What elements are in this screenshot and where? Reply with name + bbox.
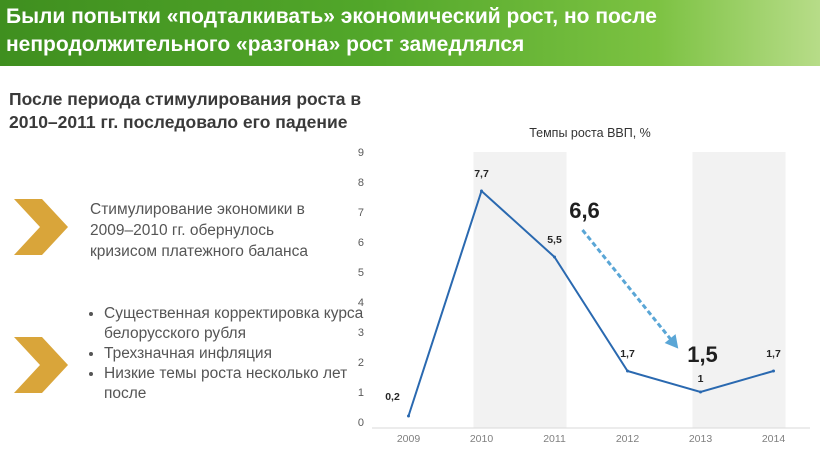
- data-label: 5,5: [547, 234, 562, 246]
- y-tick-label: 9: [358, 147, 364, 159]
- chart-canvas: Темпы роста ВВП, % 0 1 2 3 4 5 6 7 8 9 2009 2010 2011…: [358, 126, 810, 445]
- annotation-start-label: 6,6: [569, 198, 600, 223]
- annotation-end-label: 1,5: [687, 342, 718, 367]
- stimulus-note: Стимулирование экономики в 2009–2010 гг.…: [90, 201, 308, 260]
- x-tick-label: 2014: [762, 433, 786, 445]
- data-label: 1,7: [766, 348, 781, 360]
- data-point: [407, 414, 410, 418]
- y-tick-label: 1: [358, 387, 364, 399]
- annotation-arrow: [581, 229, 676, 345]
- x-tick-label: 2012: [616, 433, 640, 445]
- data-point: [553, 255, 556, 259]
- page-title: Были попытки «подталкивать» экономически…: [6, 5, 657, 56]
- y-tick-label: 0: [358, 417, 364, 429]
- x-tick-label: 2013: [689, 433, 713, 445]
- chart-title: Темпы роста ВВП, %: [529, 126, 651, 140]
- data-point: [772, 369, 775, 373]
- data-label: 7,7: [474, 168, 489, 180]
- arrow-head-icon: [664, 334, 679, 349]
- data-point: [480, 189, 483, 193]
- y-tick-label: 5: [358, 267, 364, 279]
- list-item: Существенная корректировка курса белорус…: [104, 304, 364, 344]
- y-tick-label: 6: [358, 237, 364, 249]
- y-tick-label: 2: [358, 357, 364, 369]
- data-label: 1: [698, 373, 704, 385]
- chevron-right-icon: [14, 337, 68, 393]
- chevron-right-icon: [14, 199, 68, 255]
- shaded-period: [473, 152, 567, 428]
- series-line: [407, 189, 774, 417]
- shaded-period: [692, 152, 786, 428]
- list-item: Трехзначная инфляция: [104, 344, 364, 364]
- y-tick-label: 8: [358, 177, 364, 189]
- data-label: 0,2: [385, 391, 400, 403]
- title-banner: Были попытки «подталкивать» экономически…: [0, 0, 820, 66]
- section-subtitle: После периода стимулирования роста в 201…: [9, 89, 362, 132]
- consequences-list: Существенная корректировка курса белорус…: [84, 304, 364, 404]
- data-label: 1,7: [620, 348, 635, 360]
- x-tick-label: 2010: [470, 433, 494, 445]
- gdp-growth-chart: Темпы роста ВВП, % 0 1 2 3 4 5 6 7 8 9 2009 2010 2011…: [340, 120, 820, 453]
- list-item: Низкие темы роста несколько лет после: [104, 364, 364, 404]
- x-tick-label: 2009: [397, 433, 421, 445]
- x-tick-label: 2011: [543, 433, 566, 445]
- y-tick-label: 7: [358, 207, 364, 219]
- y-tick-label: 4: [358, 297, 364, 309]
- data-point: [699, 390, 702, 394]
- y-tick-label: 3: [358, 327, 364, 339]
- data-point: [626, 369, 629, 373]
